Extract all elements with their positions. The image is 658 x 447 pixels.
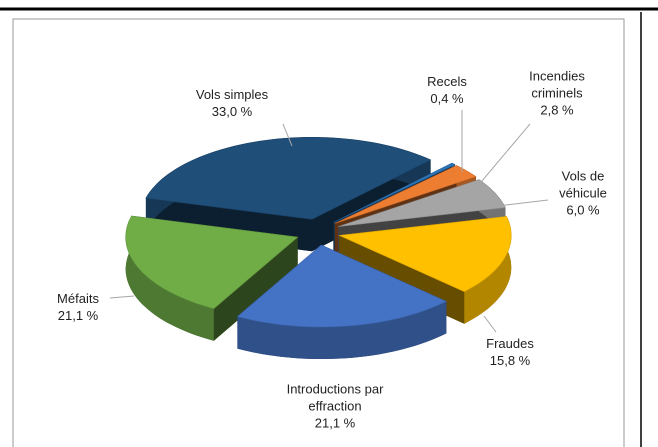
value-label: 15,8 %	[489, 353, 531, 368]
category-label: Vols simples	[195, 87, 269, 102]
data-label: Vols simples 33,0 %	[172, 86, 292, 120]
slice	[333, 162, 456, 223]
leader-line	[483, 315, 497, 333]
pie	[125, 137, 512, 359]
slice	[338, 216, 512, 293]
value-label: 0,4 %	[430, 91, 464, 106]
leader-line	[109, 295, 135, 299]
value-label: 21,1 %	[57, 308, 99, 323]
leader-line	[475, 123, 531, 189]
leaders	[109, 110, 549, 333]
data-label: Vols de véhicule 6,0 %	[547, 168, 619, 219]
value-label: 6,0 %	[566, 202, 600, 218]
category-label: Vols de véhicule	[559, 168, 607, 201]
data-label: Introductions par effraction 21,1 %	[283, 381, 387, 432]
slice-group	[125, 215, 299, 341]
value-label: 33,0 %	[211, 104, 253, 119]
slice	[145, 137, 432, 220]
value-label: 21,1 %	[314, 415, 356, 431]
data-label: Méfaits 21,1 %	[33, 290, 123, 324]
category-label: Fraudes	[486, 336, 534, 351]
data-label: Recels 0,4 %	[417, 73, 477, 107]
category-label: Incendies criminels	[529, 68, 585, 101]
slice-wall	[237, 301, 447, 359]
leader-line	[496, 199, 549, 207]
data-label: Fraudes 15,8 %	[465, 335, 555, 369]
value-label: 2,8 %	[540, 102, 574, 118]
category-label: Recels	[427, 74, 467, 89]
slice-wall	[464, 216, 512, 324]
slice	[236, 244, 448, 328]
category-label: Introductions par effraction	[286, 381, 384, 414]
slice-group	[236, 244, 448, 359]
leader-line	[282, 123, 293, 147]
slice	[334, 165, 477, 224]
category-label: Méfaits	[57, 291, 99, 306]
slice	[125, 215, 299, 310]
data-label: Incendies criminels 2,8 %	[517, 68, 597, 119]
slice-wall	[125, 215, 214, 341]
slice	[338, 179, 506, 227]
